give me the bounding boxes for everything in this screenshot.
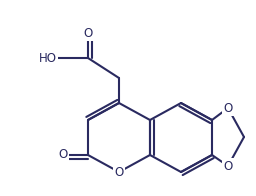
Text: O: O	[223, 160, 233, 172]
Text: HO: HO	[39, 52, 57, 64]
Text: O: O	[223, 102, 233, 114]
Text: O: O	[58, 149, 68, 162]
Text: O: O	[114, 165, 124, 179]
Text: O: O	[83, 26, 93, 40]
